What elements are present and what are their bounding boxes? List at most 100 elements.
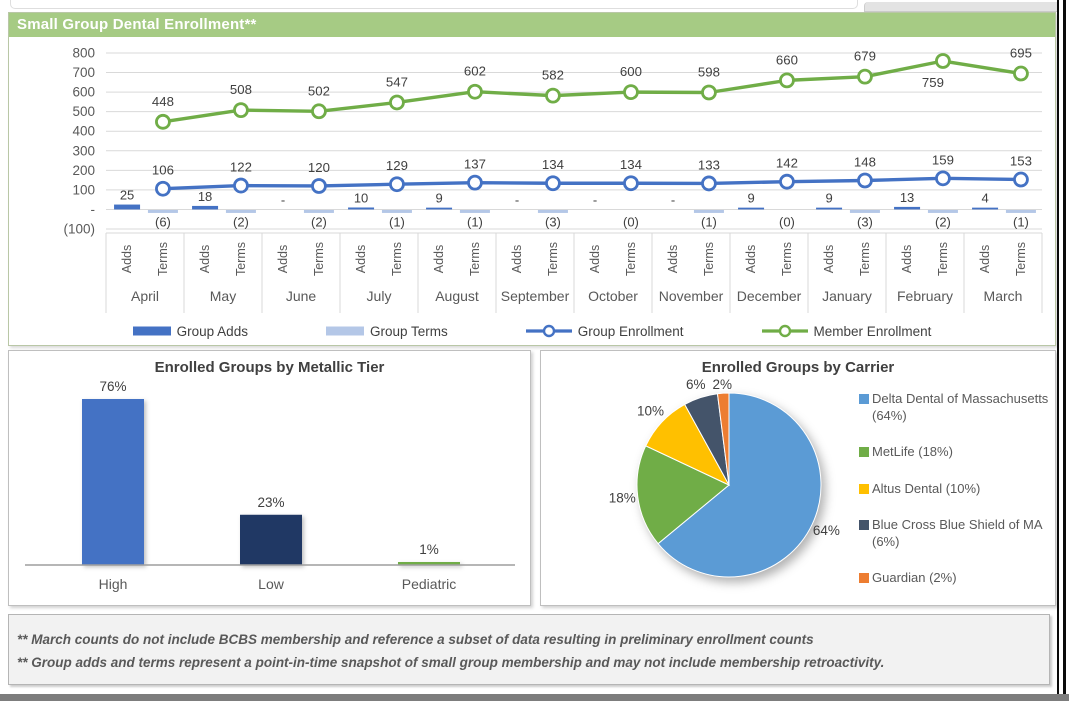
svg-text:695: 695 bbox=[1010, 46, 1032, 61]
svg-text:Terms: Terms bbox=[780, 242, 794, 276]
svg-text:(1): (1) bbox=[467, 214, 483, 229]
svg-text:2%: 2% bbox=[712, 377, 732, 392]
svg-text:January: January bbox=[822, 288, 872, 304]
svg-text:660: 660 bbox=[776, 52, 798, 67]
svg-text:February: February bbox=[897, 288, 953, 304]
svg-text:9: 9 bbox=[825, 191, 832, 206]
carrier-chart-legend: Delta Dental of Massachusetts (64%) MetLi… bbox=[859, 391, 1055, 587]
tier-bar-chart[interactable]: 76% High 23% Low 1% Pediatric bbox=[9, 377, 528, 599]
svg-text:Terms: Terms bbox=[546, 242, 560, 276]
legend-label: Group Adds bbox=[176, 323, 248, 339]
metallic-tier-panel[interactable]: Enrolled Groups by Metallic Tier 76% High… bbox=[8, 350, 531, 606]
svg-text:April: April bbox=[131, 288, 159, 304]
svg-text:-: - bbox=[593, 192, 597, 207]
svg-text:Adds: Adds bbox=[276, 245, 290, 274]
svg-text:Terms: Terms bbox=[1014, 242, 1028, 276]
tier-bars bbox=[82, 399, 460, 565]
carrier-legend-label: Guardian (2%) bbox=[872, 570, 957, 586]
carrier-legend-label: Blue Cross Blue Shield of MA (6%) bbox=[872, 516, 1042, 549]
svg-text:Terms: Terms bbox=[702, 242, 716, 276]
legend-swatch-icon bbox=[859, 394, 869, 404]
svg-text:300: 300 bbox=[72, 143, 95, 158]
svg-text:142: 142 bbox=[776, 156, 798, 171]
svg-text:Terms: Terms bbox=[234, 242, 248, 276]
svg-text:Adds: Adds bbox=[978, 245, 992, 274]
svg-text:(0): (0) bbox=[779, 214, 795, 229]
svg-text:(2): (2) bbox=[233, 214, 249, 229]
tier-labels: 76% High 23% Low 1% Pediatric bbox=[99, 379, 457, 592]
legend-swatch-icon bbox=[859, 573, 869, 584]
legend-label: Group Terms bbox=[369, 323, 448, 339]
svg-text:129: 129 bbox=[386, 158, 408, 173]
svg-text:133: 133 bbox=[698, 157, 720, 172]
svg-text:Low: Low bbox=[258, 576, 285, 592]
svg-text:582: 582 bbox=[542, 68, 564, 83]
svg-text:Terms: Terms bbox=[156, 242, 170, 276]
svg-text:Adds: Adds bbox=[822, 245, 836, 274]
legend-swatch-icon bbox=[859, 483, 869, 494]
svg-text:September: September bbox=[501, 288, 570, 304]
svg-text:Terms: Terms bbox=[312, 242, 326, 276]
carrier-pie-chart[interactable]: 64% 18% 10% 6% 2% bbox=[559, 377, 859, 604]
svg-text:(2): (2) bbox=[935, 214, 951, 229]
svg-text:400: 400 bbox=[72, 124, 95, 139]
carrier-legend-item: Blue Cross Blue Shield of MA (6%) bbox=[859, 517, 1055, 551]
svg-text:153: 153 bbox=[1010, 154, 1032, 169]
svg-text:448: 448 bbox=[152, 94, 174, 109]
svg-text:25: 25 bbox=[120, 188, 134, 203]
svg-text:Adds: Adds bbox=[354, 245, 368, 274]
carrier-legend-label: Delta Dental of Massachusetts (64%) bbox=[872, 391, 1049, 423]
svg-text:159: 159 bbox=[932, 152, 954, 167]
footnote-line-2: ** Group adds and terms represent a poin… bbox=[17, 655, 885, 670]
svg-text:547: 547 bbox=[386, 74, 408, 89]
enrollment-chart-panel[interactable]: Small Group Dental Enrollment** 800 700 60… bbox=[8, 12, 1056, 346]
svg-text:(3): (3) bbox=[545, 214, 561, 229]
legend-swatch-icon bbox=[859, 447, 869, 458]
svg-text:6%: 6% bbox=[686, 377, 706, 392]
category-axis: April Adds Terms May Adds Terms June Adds Terms J… bbox=[105, 232, 1043, 313]
svg-text:508: 508 bbox=[230, 82, 252, 97]
enrollment-chart-legend: Group Adds Group Terms Group Enrollment Mem… bbox=[9, 319, 1055, 343]
legend-label: Group Enrollment bbox=[577, 323, 684, 339]
svg-text:106: 106 bbox=[152, 163, 174, 178]
svg-text:October: October bbox=[588, 288, 638, 304]
carrier-chart-title: Enrolled Groups by Carrier bbox=[701, 359, 895, 376]
svg-text:Adds: Adds bbox=[900, 245, 914, 274]
line-marker-swatch-icon bbox=[761, 324, 808, 338]
svg-text:(1): (1) bbox=[701, 214, 717, 229]
svg-text:Adds: Adds bbox=[510, 245, 524, 274]
top-ribbon-strip-right bbox=[864, 2, 1058, 12]
carrier-legend-item: MetLife (18%) bbox=[859, 444, 1055, 461]
footnote-line-1: ** March counts do not include BCBS memb… bbox=[17, 632, 814, 647]
enrollment-chart-title: Small Group Dental Enrollment** bbox=[9, 13, 1055, 37]
carrier-legend-label: Altus Dental (10%) bbox=[872, 480, 981, 496]
svg-text:High: High bbox=[99, 576, 128, 592]
pie-labels: 64% 18% 10% 6% 2% bbox=[609, 377, 840, 538]
svg-text:May: May bbox=[210, 288, 236, 304]
svg-text:-: - bbox=[91, 202, 96, 217]
bar-data-labels: 25 18 - 10 9 - - - 9 9 13 4 (6) (2) (2) (1) (1) (3) (0) (1)… bbox=[120, 188, 1029, 230]
svg-text:Adds: Adds bbox=[588, 245, 602, 274]
enrollment-combo-chart[interactable]: 800 700 600 500 400 300 200 100 - (100) April Adds T… bbox=[9, 37, 1055, 319]
svg-text:9: 9 bbox=[747, 191, 754, 206]
svg-text:March: March bbox=[984, 288, 1023, 304]
svg-text:598: 598 bbox=[698, 65, 720, 80]
bar-swatch-icon bbox=[325, 326, 364, 336]
svg-text:Terms: Terms bbox=[624, 242, 638, 276]
window-bottom-edge bbox=[0, 694, 1069, 701]
top-ribbon-strip-left bbox=[10, 0, 858, 9]
svg-text:(1): (1) bbox=[389, 214, 405, 229]
legend-item-group-adds: Group Adds bbox=[132, 323, 248, 339]
svg-text:Pediatric: Pediatric bbox=[402, 576, 456, 592]
svg-text:July: July bbox=[367, 288, 392, 304]
svg-text:(3): (3) bbox=[857, 214, 873, 229]
pie-slices bbox=[636, 392, 822, 578]
svg-text:500: 500 bbox=[72, 104, 95, 119]
svg-text:Adds: Adds bbox=[432, 245, 446, 274]
svg-text:100: 100 bbox=[72, 182, 95, 197]
svg-text:600: 600 bbox=[72, 85, 95, 100]
legend-label: Member Enrollment bbox=[813, 323, 932, 339]
carrier-panel[interactable]: Enrolled Groups by Carrier 64% 18% 10% 6% 2%… bbox=[540, 350, 1056, 606]
svg-text:600: 600 bbox=[620, 64, 642, 79]
